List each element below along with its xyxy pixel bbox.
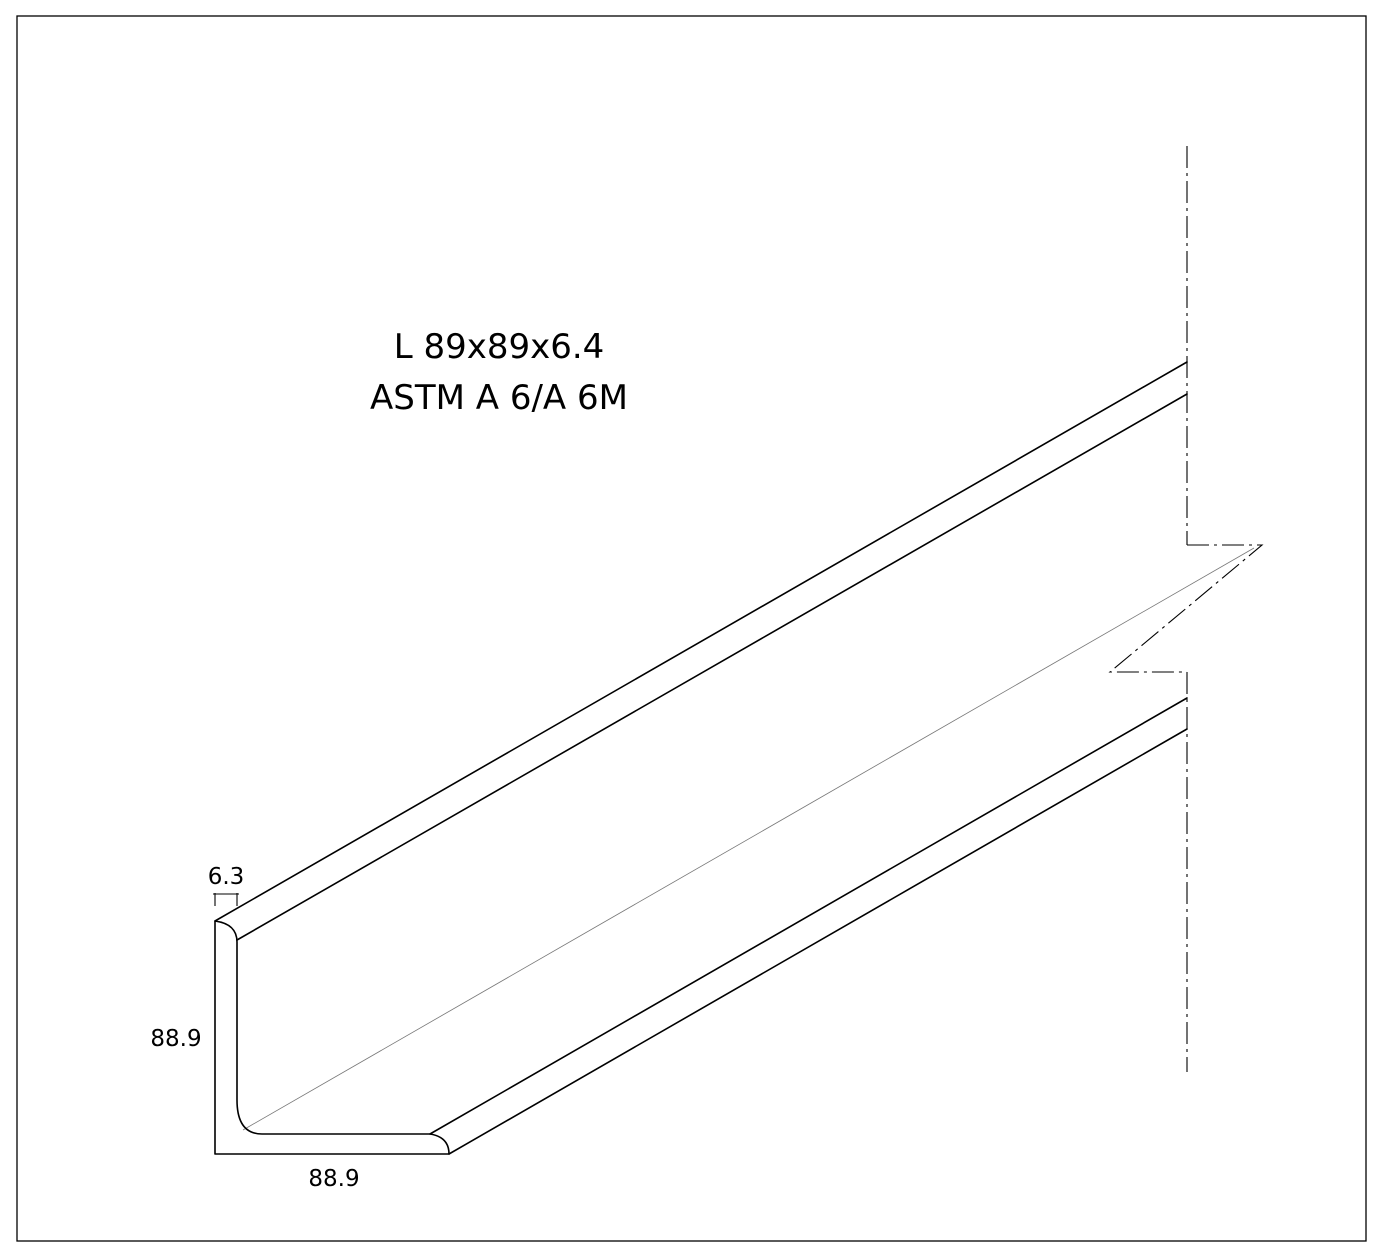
break-symbol <box>1108 544 1264 673</box>
vertical-flange-inner-edge <box>236 393 1188 941</box>
horizontal-flange-top-edge <box>429 697 1188 1135</box>
height-dimension-label: 88.9 <box>150 1026 201 1052</box>
thickness-dimension-label: 6.3 <box>208 864 245 890</box>
sheet-border <box>16 15 1367 1242</box>
vertical-flange-outer-edge <box>214 361 1188 922</box>
angle-cross-section <box>214 920 450 1155</box>
section-designation: L 89x89x6.4 <box>394 327 605 367</box>
width-dimension-label: 88.9 <box>308 1166 359 1192</box>
horizontal-flange-bottom-edge <box>448 728 1188 1155</box>
root-fillet-line <box>242 547 1255 1131</box>
material-standard: ASTM A 6/A 6M <box>370 378 628 418</box>
